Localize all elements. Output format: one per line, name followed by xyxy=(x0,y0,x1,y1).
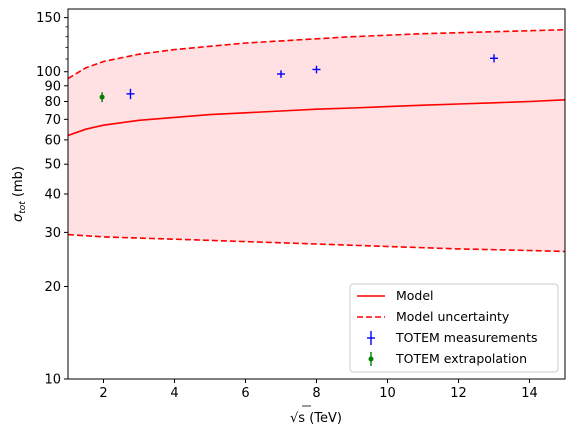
totem-measurement-point-3 xyxy=(312,65,321,74)
legend-model-label: Model xyxy=(396,288,434,303)
legend-extrapolation-label: TOTEM extrapolation xyxy=(395,351,527,366)
y-tick-label: 40 xyxy=(44,188,61,203)
y-axis-label: σtot (mb) xyxy=(11,166,28,222)
y-tick-label: 20 xyxy=(44,280,61,295)
totem-measurement-point-2 xyxy=(277,70,285,78)
y-tick-label: 150 xyxy=(36,11,61,26)
legend-uncertainty-label: Model uncertainty xyxy=(396,309,510,324)
y-tick-label: 30 xyxy=(44,226,61,241)
legend-extrapolation-swatch xyxy=(368,352,374,366)
x-tick-label: 2 xyxy=(99,386,107,401)
x-tick-label: 8 xyxy=(312,386,320,401)
uncertainty-lower-line xyxy=(68,233,565,253)
totem-measurement-point-1 xyxy=(126,88,135,100)
y-tick-label: 10 xyxy=(44,373,61,388)
totem-measurement-point-4 xyxy=(490,54,498,63)
y-tick-label: 100 xyxy=(36,65,61,80)
x-tick-label: 14 xyxy=(521,386,538,401)
x-tick-label: 10 xyxy=(379,386,396,401)
y-tick-label: 70 xyxy=(44,113,61,128)
legend: Model Model uncertainty TOTEM measuremen… xyxy=(349,283,559,373)
legend-box xyxy=(349,283,559,373)
uncertainty-band xyxy=(68,29,565,252)
y-tick-label: 90 xyxy=(44,79,61,94)
y-tick-label: 50 xyxy=(44,158,61,173)
y-tick-label: 60 xyxy=(44,133,61,148)
x-tick-label: 4 xyxy=(170,386,178,401)
legend-measurements-swatch xyxy=(367,331,375,345)
uncertainty-upper-line xyxy=(68,28,565,80)
x-tick-label: 12 xyxy=(450,386,467,401)
x-tick-label: 6 xyxy=(241,386,249,401)
legend-measurements-label: TOTEM measurements xyxy=(395,330,538,345)
x-axis-label: √s (TeV) xyxy=(290,411,342,426)
x-axis-ticks: 2 4 6 8 10 12 14 xyxy=(99,379,538,401)
totem-extrapolation-point-1 xyxy=(99,92,105,103)
model-line xyxy=(68,99,565,137)
plot-area xyxy=(68,28,565,253)
y-tick-label: 80 xyxy=(44,95,61,110)
